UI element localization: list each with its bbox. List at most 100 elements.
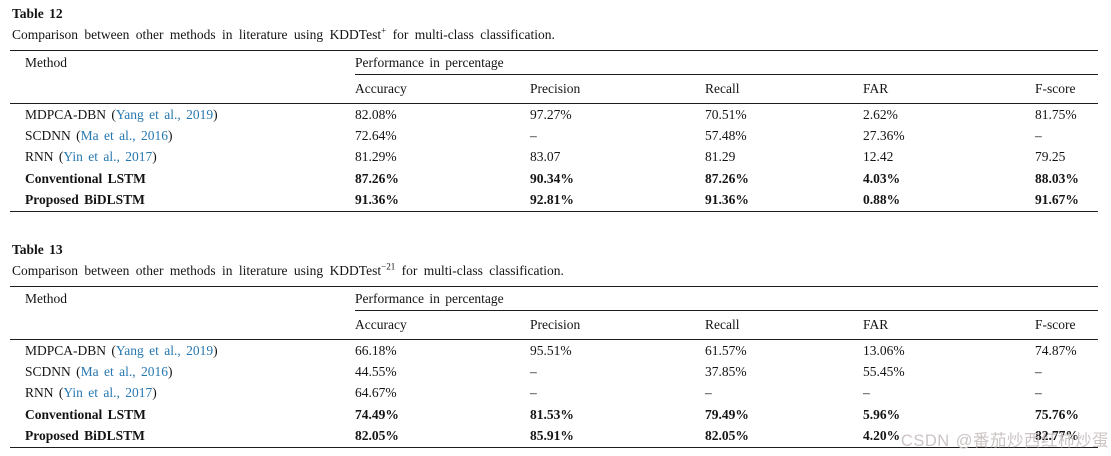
method-cell: Proposed BiDLSTM — [10, 192, 355, 208]
table-caption: Comparison between other methods in lite… — [10, 26, 1098, 43]
metric-value-cell: 12.42 — [863, 149, 894, 165]
table-row: MDPCA-DBN (Yang et al., 2019) 66.18% 95.51… — [10, 340, 1098, 361]
method-cell: SCDNN (Ma et al., 2016) — [10, 128, 355, 144]
performance-group-header: Performance in percentage — [355, 51, 1098, 75]
metric-value-cell: 13.06% — [863, 342, 905, 358]
metric-column-header: Accuracy — [355, 317, 407, 332]
method-cell: Conventional LSTM — [10, 171, 355, 187]
metric-value-cell: 61.57% — [705, 342, 747, 358]
metric-column-header: F-score — [1035, 81, 1076, 96]
method-cell: Proposed BiDLSTM — [10, 428, 355, 444]
table-title: Table 12 — [12, 6, 63, 21]
method-cell: Conventional LSTM — [10, 407, 355, 423]
table-row: SCDNN (Ma et al., 2016) 44.55% –37.85% 55.4… — [10, 361, 1098, 382]
table-row: Proposed BiDLSTM 91.36% 92.81% 91.36% 0.88% 9… — [10, 190, 1098, 211]
method-name: SCDNN ( — [25, 128, 81, 144]
metric-value-cell: 0.88% — [863, 192, 901, 208]
metric-value-cell: 57.48% — [705, 128, 747, 144]
metric-value-cell: 87.26% — [705, 170, 749, 186]
metric-value-cell: 83.07 — [530, 149, 561, 165]
empty-header-cell — [10, 75, 355, 103]
method-name: MDPCA-DBN ( — [25, 106, 116, 122]
method-name: Conventional LSTM — [25, 406, 146, 422]
metric-value-cell: 37.85% — [705, 364, 747, 380]
method-name: RNN ( — [25, 149, 64, 165]
method-name: MDPCA-DBN ( — [25, 342, 116, 358]
citation-link[interactable]: Ma et al., 2016 — [80, 128, 168, 144]
caption-suffix: for multi-class classification. — [395, 263, 564, 278]
metric-value-cell: 74.49% — [355, 406, 399, 422]
method-cell: SCDNN (Ma et al., 2016) — [10, 364, 355, 380]
performance-group-header: Performance in percentage — [355, 287, 1098, 311]
citation-link[interactable]: Yang et al., 2019 — [115, 106, 214, 122]
metric-value-cell: 82.05% — [705, 428, 749, 444]
table-subheader-row: Accuracy Precision Recall FAR F-score — [10, 75, 1098, 104]
citation-link[interactable]: Yang et al., 2019 — [115, 342, 214, 358]
table-row: SCDNN (Ma et al., 2016) 72.64% – 57.48% 27.3… — [10, 125, 1098, 146]
table-group-header-row: Method Performance in percentage — [10, 50, 1098, 75]
metric-value-cell: 88.03% — [1035, 170, 1079, 186]
method-name: SCDNN ( — [25, 364, 81, 380]
metric-value-cell: 44.55% — [355, 364, 397, 380]
dataset-name: KDDTest — [329, 263, 382, 278]
metric-value-cell: 90.34% — [530, 170, 574, 186]
empty-header-cell — [10, 311, 355, 339]
table-row: Conventional LSTM 74.49% 81.53% 79.49% 5.96%… — [10, 404, 1098, 425]
metric-value-cell: 2.62% — [863, 106, 898, 122]
metric-column-header: Precision — [530, 81, 581, 96]
metric-value-cell: 27.36% — [863, 128, 905, 144]
metric-column-header: FAR — [863, 317, 889, 332]
method-name: Proposed BiDLSTM — [25, 428, 145, 444]
paper-table: Table 13 Comparison between other method… — [10, 242, 1098, 448]
metric-value-cell: – — [530, 364, 537, 380]
method-name-close: ) — [213, 106, 218, 122]
metric-value-cell: 87.26% — [355, 170, 399, 186]
method-name-close: ) — [213, 342, 218, 358]
table-row: Conventional LSTM 87.26% 90.34% 87.26% 4.03%… — [10, 168, 1098, 189]
method-name-close: ) — [152, 149, 157, 165]
metric-value-cell: – — [530, 385, 537, 401]
metric-value-cell: 91.67% — [1035, 192, 1079, 208]
method-name: RNN ( — [25, 385, 64, 401]
metric-value-cell: 74.87% — [1035, 342, 1077, 358]
method-cell: RNN (Yin et al., 2017) — [10, 385, 355, 401]
metric-column-header: F-score — [1035, 317, 1076, 332]
table-subheader-row: Accuracy Precision Recall FAR F-score — [10, 311, 1098, 340]
metric-value-cell: – — [1035, 385, 1042, 401]
metric-value-cell: 66.18% — [355, 342, 397, 358]
metric-value-cell: 91.36% — [705, 192, 749, 208]
citation-link[interactable]: Ma et al., 2016 — [80, 364, 168, 380]
metric-value-cell: 91.36% — [355, 192, 399, 208]
table-row: RNN (Yin et al., 2017) 81.29% 83.07 81.29 12… — [10, 147, 1098, 168]
metric-value-cell: 82.05% — [355, 428, 399, 444]
metric-column-header: Accuracy — [355, 81, 407, 96]
metric-value-cell: – — [530, 128, 537, 144]
metric-value-cell: 5.96% — [863, 406, 901, 422]
dataset-superscript: + — [381, 25, 387, 36]
metric-value-cell: 70.51% — [705, 106, 747, 122]
metric-value-cell: 79.49% — [705, 406, 749, 422]
metric-value-cell: – — [863, 385, 870, 401]
caption-prefix: Comparison between other methods in lite… — [12, 263, 330, 278]
metric-value-cell: 95.51% — [530, 342, 572, 358]
citation-link[interactable]: Yin et al., 2017 — [63, 385, 153, 401]
table-row: MDPCA-DBN (Yang et al., 2019) 82.08% 97.27… — [10, 104, 1098, 125]
metric-column-header: Recall — [705, 81, 740, 96]
metric-value-cell: 82.77% — [1035, 428, 1079, 444]
table-body: MDPCA-DBN (Yang et al., 2019) 82.08% 97.27… — [10, 104, 1098, 212]
method-name: Proposed BiDLSTM — [25, 192, 145, 208]
metric-column-header: Recall — [705, 317, 740, 332]
table-row: RNN (Yin et al., 2017) 64.67% – – – – — [10, 383, 1098, 404]
dataset-superscript: −21 — [381, 261, 396, 272]
table-row: Proposed BiDLSTM 82.05% 85.91% 82.05% 4.20% 8… — [10, 426, 1098, 447]
caption-suffix: for multi-class classification. — [386, 27, 555, 42]
metric-value-cell: 81.75% — [1035, 106, 1077, 122]
metric-value-cell: 97.27% — [530, 106, 572, 122]
metric-value-cell: 85.91% — [530, 428, 574, 444]
method-cell: MDPCA-DBN (Yang et al., 2019) — [10, 107, 355, 123]
method-cell: RNN (Yin et al., 2017) — [10, 149, 355, 165]
citation-link[interactable]: Yin et al., 2017 — [63, 149, 153, 165]
metric-value-cell: 72.64% — [355, 128, 397, 144]
method-cell: MDPCA-DBN (Yang et al., 2019) — [10, 343, 355, 359]
method-name-close: ) — [168, 364, 173, 380]
